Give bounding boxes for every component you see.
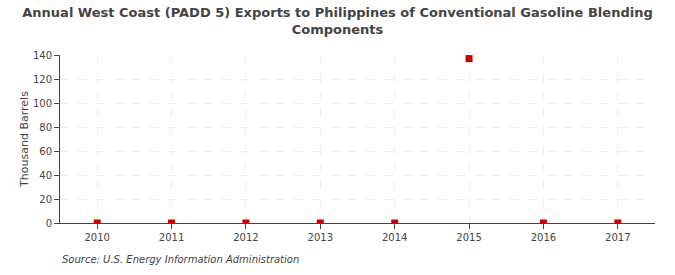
svg-text:100: 100 (33, 98, 52, 109)
svg-text:Annual West Coast (PADD 5) Exp: Annual West Coast (PADD 5) Exports to Ph… (22, 5, 652, 37)
svg-text:Source: U.S. Energy Informatio: Source: U.S. Energy Information Administ… (62, 254, 299, 265)
svg-text:0: 0 (46, 218, 52, 229)
svg-text:60: 60 (39, 146, 52, 157)
svg-text:2016: 2016 (531, 232, 556, 243)
svg-text:2015: 2015 (456, 232, 481, 243)
svg-text:2011: 2011 (159, 232, 184, 243)
svg-text:140: 140 (33, 50, 52, 61)
svg-text:20: 20 (39, 194, 52, 205)
svg-text:2010: 2010 (84, 232, 109, 243)
svg-text:80: 80 (39, 122, 52, 133)
svg-text:2017: 2017 (605, 232, 630, 243)
svg-text:2013: 2013 (308, 232, 333, 243)
svg-text:40: 40 (39, 170, 52, 181)
svg-text:2014: 2014 (382, 232, 407, 243)
svg-text:2012: 2012 (233, 232, 258, 243)
svg-text:120: 120 (33, 74, 52, 85)
svg-text:Thousand Barrels: Thousand Barrels (18, 91, 31, 188)
